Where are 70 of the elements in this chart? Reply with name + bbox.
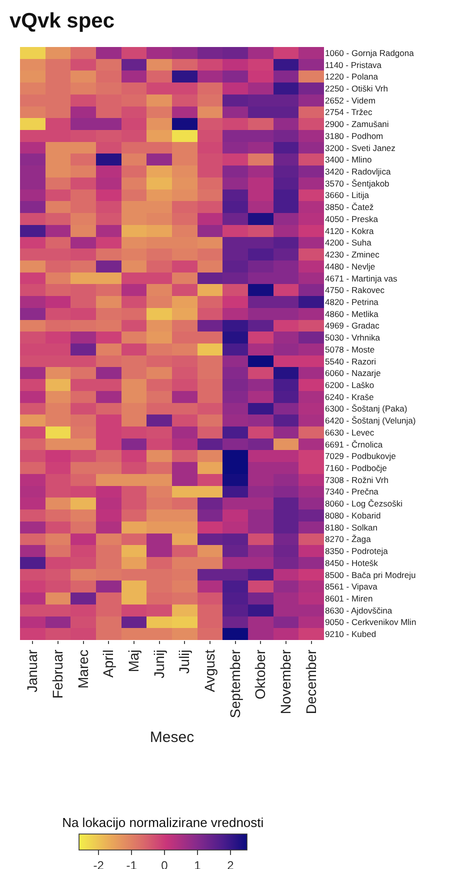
- y-tick-label: 6420 - Šoštanj (Velunja): [325, 416, 416, 426]
- y-tick-label: 6691 - Črnolica: [325, 439, 383, 450]
- y-tick-label: 5078 - Moste: [325, 344, 375, 354]
- y-tick-label: 8500 - Bača pri Modreju: [325, 570, 416, 580]
- y-tick-label: 3420 - Radovljica: [325, 166, 391, 177]
- y-tick-label: 3570 - Šentjakob: [325, 178, 390, 188]
- y-tick-label: 2754 - Tržec: [325, 107, 373, 118]
- y-tick-label: 1140 - Pristava: [325, 60, 382, 70]
- y-tick-label: 4200 - Suha: [325, 238, 372, 248]
- color-bar-label: 1: [194, 858, 202, 869]
- y-tick-label: 3180 - Podhom: [325, 130, 384, 141]
- y-tick-label: 9050 - Cerkvenikov Mlin: [325, 617, 416, 628]
- y-tick-label: 4820 - Petrina: [325, 296, 379, 307]
- y-tick-label: 7029 - Podbukovje: [325, 451, 396, 462]
- y-tick-label: 6630 - Levec: [325, 427, 375, 438]
- x-tick-label: Avgust: [202, 649, 218, 692]
- y-tick-label: 5540 - Razori: [325, 356, 376, 366]
- y-tick-label: 8080 - Kobarid: [325, 510, 382, 520]
- x-tick-label: Marec: [74, 650, 91, 689]
- y-tick-label: 3660 - Litija: [325, 190, 370, 200]
- y-tick-label: 8450 - Hotešk: [325, 558, 379, 568]
- y-tick-label: 4480 - Nevlje: [325, 261, 376, 272]
- x-tick-label: Oktober: [252, 649, 268, 700]
- y-tick-label: 3850 - Čatež: [325, 202, 374, 212]
- x-tick-label: Januar: [24, 649, 40, 692]
- x-tick-label: Maj: [126, 650, 142, 672]
- color-bar-label: -2: [93, 858, 104, 869]
- y-tick-label: 4120 - Kokra: [325, 226, 374, 236]
- x-axis-title: Mesec: [150, 729, 195, 746]
- y-tick-label: 8060 - Log Čezsoški: [325, 498, 403, 509]
- y-tick-label: 8270 - Žaga: [325, 534, 372, 544]
- y-tick-label: 7160 - Podbočje: [325, 463, 388, 474]
- y-tick-label: 4050 - Preska: [325, 214, 378, 224]
- y-tick-label: 4230 - Zminec: [325, 250, 380, 260]
- x-tick-label: April: [100, 650, 116, 678]
- x-tick-label: Februar: [50, 649, 66, 699]
- y-tick-label: 8350 - Podroteja: [325, 546, 388, 556]
- y-tick-label: 1220 - Polana: [325, 72, 378, 82]
- y-tick-label: 2900 - Zamušani: [325, 119, 389, 130]
- y-tick-label: 4969 - Gradac: [325, 320, 380, 331]
- y-tick-label: 8180 - Solkan: [325, 522, 378, 532]
- y-tick-label: 4671 - Martinja vas: [325, 273, 398, 284]
- y-tick-label: 4750 - Rakovec: [325, 285, 386, 296]
- y-tick-label: 4860 - Metlika: [325, 308, 379, 319]
- x-tick-label: December: [302, 649, 319, 714]
- color-bar-label: 2: [227, 858, 234, 869]
- x-tick-label: Junij: [150, 650, 167, 678]
- y-tick-label: 8601 - Miren: [325, 593, 373, 604]
- y-tick-label: 7308 - Rožni Vrh: [325, 474, 389, 485]
- y-tick-label: 7340 - Prečna: [325, 486, 379, 497]
- color-bar-label: 0: [161, 858, 168, 869]
- y-tick-label: 2652 - Videm: [325, 95, 376, 106]
- y-tick-label: 3200 - Sveti Janez: [325, 142, 396, 153]
- y-tick-label: 8630 - Ajdovščina: [325, 605, 392, 616]
- y-tick-label: 2250 - Otiški Vrh: [325, 83, 388, 94]
- y-tick-label: 6300 - Šoštanj (Paka): [325, 404, 408, 414]
- y-tick-label: 5030 - Vrhnika: [325, 332, 380, 343]
- y-tick-label: 3400 - Mlino: [325, 154, 372, 165]
- y-tick-label: 6060 - Nazarje: [325, 368, 382, 378]
- color-bar-title: Na lokacijo normalizirane vrednosti: [62, 815, 264, 830]
- y-tick-label: 6200 - Laško: [325, 380, 374, 390]
- y-tick-label: 6240 - Kraše: [325, 392, 374, 402]
- y-tick-label: 9210 - Kubed: [325, 629, 376, 640]
- y-tick-label: 8561 - Vipava: [325, 582, 378, 592]
- x-tick-label: November: [278, 649, 294, 714]
- x-tick-label: Julij: [176, 650, 192, 674]
- color-bar-label: -1: [126, 858, 138, 869]
- x-tick-label: September: [226, 649, 243, 718]
- chart-title: vQvk spec: [9, 10, 115, 33]
- y-tick-label: 1060 - Gornja Radgona: [325, 48, 414, 58]
